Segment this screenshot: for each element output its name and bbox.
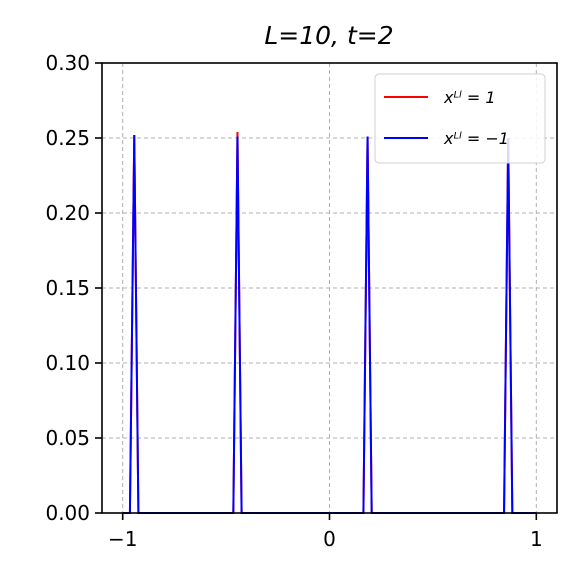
x-tick-label: 1 [530, 527, 543, 551]
x-tick-label: 0 [323, 527, 336, 551]
legend-entry-label: xᴸˡ = −1 [443, 129, 509, 148]
y-tick-label: 0.00 [45, 501, 90, 525]
y-tick-label: 0.05 [45, 426, 90, 450]
y-tick-label: 0.10 [45, 351, 90, 375]
legend-entry-label: xᴸˡ = 1 [443, 88, 496, 107]
y-tick-label: 0.25 [45, 126, 90, 150]
y-tick-label: 0.30 [45, 51, 90, 75]
chart-title: L=10, t=2 [264, 21, 393, 50]
y-tick-label: 0.20 [45, 201, 90, 225]
legend: xᴸˡ = 1 xᴸˡ = −1 [374, 73, 546, 164]
axis-ticks: −1 0 1 0.00 0.05 0.10 0.15 0.20 0.25 0.30 [45, 51, 542, 551]
y-tick-label: 0.15 [45, 276, 90, 300]
x-tick-label: −1 [108, 527, 137, 551]
